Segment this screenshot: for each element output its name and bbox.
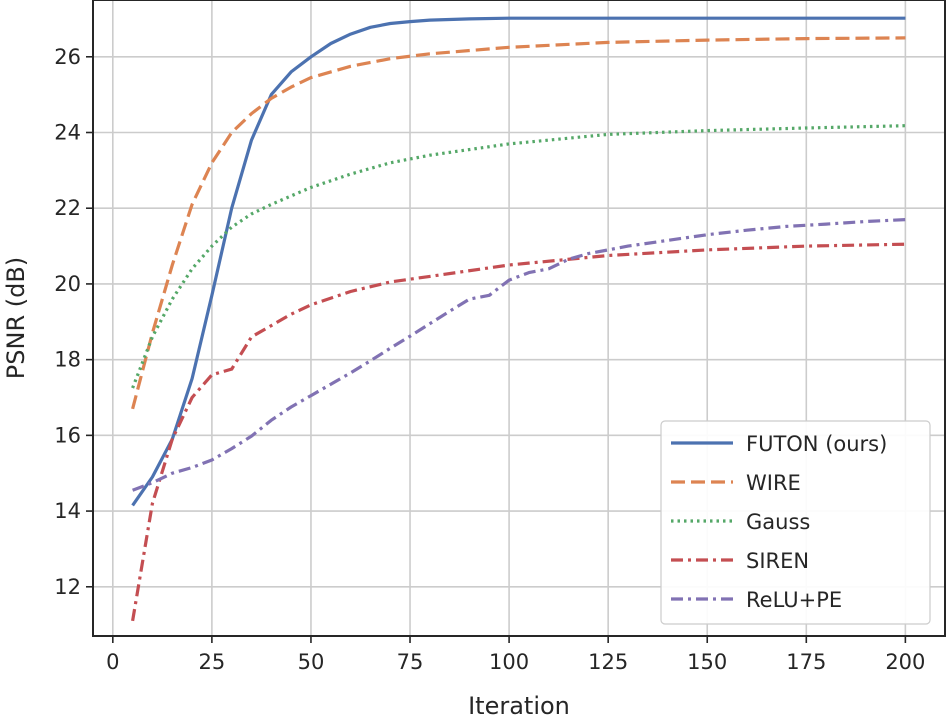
plot-frame bbox=[92, 0, 946, 637]
series-line-gauss bbox=[131, 124, 906, 389]
x-tick-label: 75 bbox=[397, 650, 424, 674]
legend-box bbox=[660, 420, 931, 625]
x-tick-label: 150 bbox=[687, 650, 727, 674]
legend: FUTON (ours) WIRE Gauss SIREN ReLU+PE bbox=[660, 420, 931, 625]
y-tick-label: 16 bbox=[54, 423, 81, 447]
x-tick-label: 200 bbox=[885, 650, 925, 674]
legend-label: WIRE bbox=[746, 471, 801, 495]
x-tick-label: 125 bbox=[588, 650, 628, 674]
series-lines bbox=[131, 16, 906, 622]
legend-label: Gauss bbox=[746, 510, 810, 534]
y-axis-ticks: 12 14 16 18 20 22 24 26 bbox=[54, 45, 93, 599]
x-tick-label: 25 bbox=[199, 650, 226, 674]
x-axis-label: Iteration bbox=[468, 692, 570, 720]
x-axis-ticks: 0 25 50 75 100 125 150 175 200 bbox=[106, 636, 925, 674]
y-tick-label: 12 bbox=[54, 575, 81, 599]
series-line-siren bbox=[131, 242, 906, 622]
legend-label: SIREN bbox=[746, 549, 809, 573]
series-line-relu-pe bbox=[132, 218, 906, 492]
x-tick-label: 100 bbox=[489, 650, 529, 674]
y-tick-label: 18 bbox=[54, 348, 81, 372]
series-line-futon-ours bbox=[131, 16, 906, 507]
legend-label: ReLU+PE bbox=[746, 588, 842, 612]
y-tick-label: 24 bbox=[54, 121, 81, 145]
x-tick-label: 175 bbox=[786, 650, 826, 674]
legend-label: FUTON (ours) bbox=[746, 432, 887, 456]
x-tick-label: 0 bbox=[106, 650, 119, 674]
y-axis-label: PSNR (dB) bbox=[2, 257, 30, 379]
y-tick-label: 20 bbox=[54, 272, 81, 296]
y-tick-label: 26 bbox=[54, 45, 81, 69]
y-tick-label: 14 bbox=[54, 499, 81, 523]
series-line-wire bbox=[131, 36, 906, 410]
y-tick-label: 22 bbox=[54, 196, 81, 220]
x-tick-label: 50 bbox=[298, 650, 325, 674]
